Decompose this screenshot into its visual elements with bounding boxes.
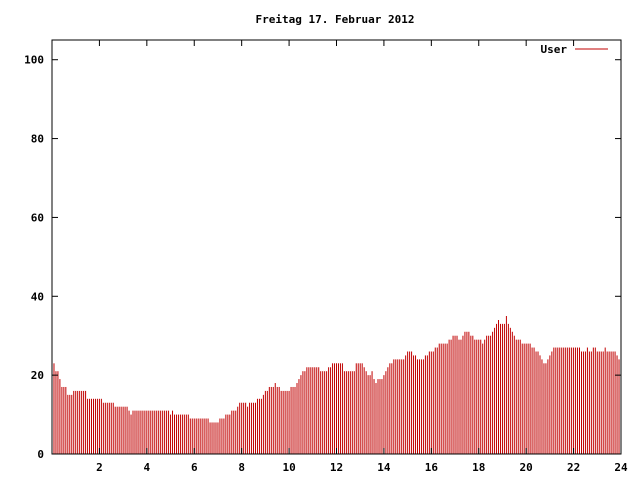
x-tick-label: 4 xyxy=(144,461,151,474)
x-tick-label: 22 xyxy=(567,461,580,474)
x-tick-label: 2 xyxy=(96,461,103,474)
y-tick-label: 80 xyxy=(31,133,44,146)
y-tick-label: 100 xyxy=(24,54,44,67)
x-tick-label: 20 xyxy=(520,461,533,474)
axis-ticks xyxy=(52,40,622,455)
bar-series xyxy=(53,316,622,454)
x-tick-label: 12 xyxy=(330,461,343,474)
y-axis: 0 20 40 60 80 100 xyxy=(24,54,44,461)
chart-title: Freitag 17. Februar 2012 xyxy=(256,13,415,26)
y-tick-label: 40 xyxy=(31,290,44,303)
legend-label: User xyxy=(541,43,568,56)
legend: User xyxy=(541,43,608,56)
x-tick-label: 10 xyxy=(282,461,295,474)
y-tick-label: 0 xyxy=(37,448,44,461)
x-tick-label: 18 xyxy=(472,461,485,474)
x-tick-label: 8 xyxy=(238,461,245,474)
x-tick-label: 24 xyxy=(614,461,628,474)
x-tick-label: 16 xyxy=(425,461,439,474)
x-tick-label: 6 xyxy=(191,461,198,474)
y-tick-label: 60 xyxy=(31,211,44,224)
x-axis: 2 4 6 8 10 12 14 16 18 20 22 24 xyxy=(96,461,628,474)
x-tick-label: 14 xyxy=(377,461,391,474)
y-tick-label: 20 xyxy=(31,369,44,382)
